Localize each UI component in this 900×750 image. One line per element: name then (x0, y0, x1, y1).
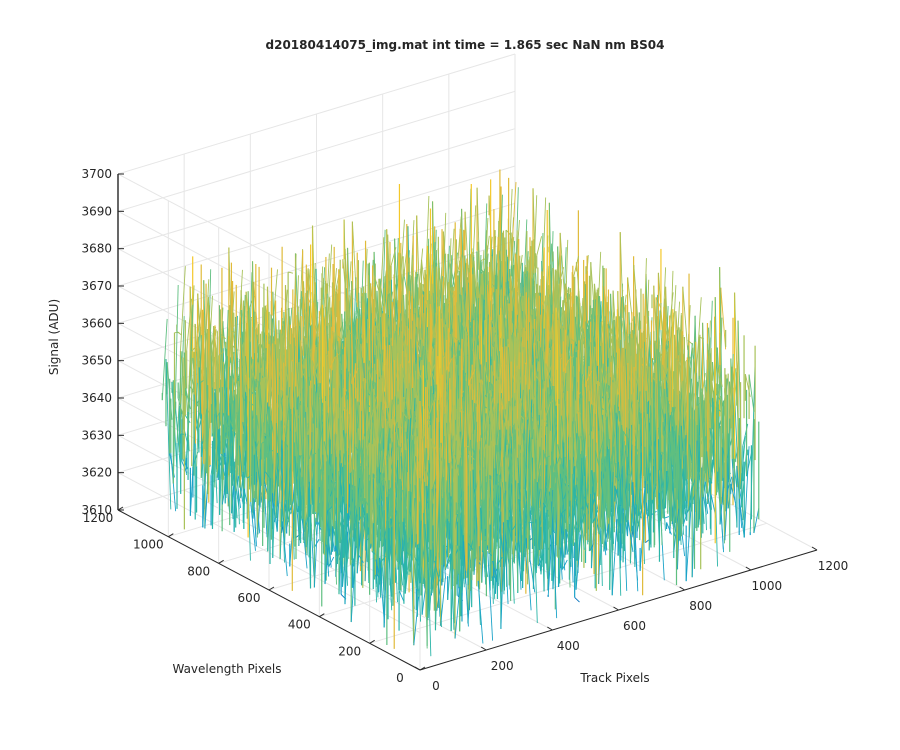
surface-edge (342, 259, 349, 319)
surface-edge (186, 298, 192, 351)
surface-edge (448, 283, 455, 348)
surface-edge (530, 260, 537, 282)
surface-edge (175, 408, 181, 469)
surface-edge (271, 492, 278, 532)
surface-edge (390, 247, 397, 266)
surface-edge (455, 216, 462, 283)
surface-edge (161, 318, 168, 401)
grid-line (117, 90, 516, 212)
surface-edge (187, 304, 194, 441)
surface-edge (334, 267, 341, 294)
surface-edge (257, 380, 264, 449)
surface-edge (291, 361, 298, 436)
surface-edge (241, 344, 248, 395)
surface-edge (284, 386, 291, 456)
surface-edge (373, 275, 380, 292)
surface-edge (510, 182, 517, 261)
surface-edge (218, 351, 224, 356)
surface-edge (332, 282, 338, 346)
surface-edge (228, 415, 234, 430)
surface-edge (196, 335, 202, 467)
surface-edge (345, 292, 352, 369)
axes-3d: 0200400600800100012000200400600800100012… (81, 53, 848, 693)
surface-edge (235, 376, 242, 492)
surface-edge (240, 337, 247, 451)
surface-edge (351, 221, 358, 313)
surface-edge (536, 236, 543, 256)
grid-line (117, 202, 516, 324)
surface-edge (401, 249, 408, 292)
surface-edge (214, 388, 221, 479)
surface-edge (253, 439, 260, 455)
surface-edge (295, 346, 301, 402)
surface-edge (442, 231, 449, 302)
surface-edge (559, 232, 566, 303)
surface-edge (203, 279, 210, 374)
surface-edge (320, 280, 327, 376)
surface-edge (281, 521, 288, 577)
surface-edge (301, 371, 308, 380)
surface-edge (165, 359, 172, 510)
surface-edge (172, 285, 179, 484)
surface-edge (231, 445, 238, 519)
grid-line (117, 128, 516, 250)
surface-mesh (161, 169, 760, 657)
surface-edge (258, 341, 264, 377)
surface-edge (180, 266, 186, 351)
grid-line (117, 53, 516, 175)
surface-edge (576, 262, 582, 322)
surface-edge (237, 269, 243, 358)
surface-edge (228, 291, 235, 368)
surface-edge (208, 305, 215, 377)
surface-edge (176, 351, 183, 443)
surface-edge (253, 281, 259, 344)
surface-edge (224, 427, 231, 441)
surface-edge (491, 319, 497, 335)
surface-edge (255, 443, 261, 491)
surface-edge (422, 294, 428, 306)
surface-edge (250, 501, 256, 551)
surface-edge (288, 271, 294, 274)
surface-edge (232, 367, 239, 401)
surface-edge (194, 324, 201, 414)
surface-edge (459, 260, 465, 320)
surface-edge (220, 453, 227, 459)
surface-edge (313, 361, 319, 376)
surface-edge (197, 293, 204, 368)
surface-edge (374, 318, 381, 334)
surface-edge (242, 379, 249, 473)
surface-edge (305, 292, 312, 304)
surface-edge (311, 360, 318, 379)
grid-line (117, 472, 421, 634)
surface-edge (178, 316, 185, 453)
surface-plot (161, 169, 760, 657)
surface-edge (370, 283, 376, 346)
surface-edge (220, 334, 226, 340)
surface-edge (187, 294, 194, 412)
surface-edge (462, 294, 469, 371)
surface-edge (268, 406, 275, 504)
grid-line (117, 165, 516, 287)
surface-edge (215, 393, 222, 470)
surface-edge (266, 414, 272, 454)
surface-edge (265, 471, 271, 479)
surface-edge (195, 307, 202, 352)
